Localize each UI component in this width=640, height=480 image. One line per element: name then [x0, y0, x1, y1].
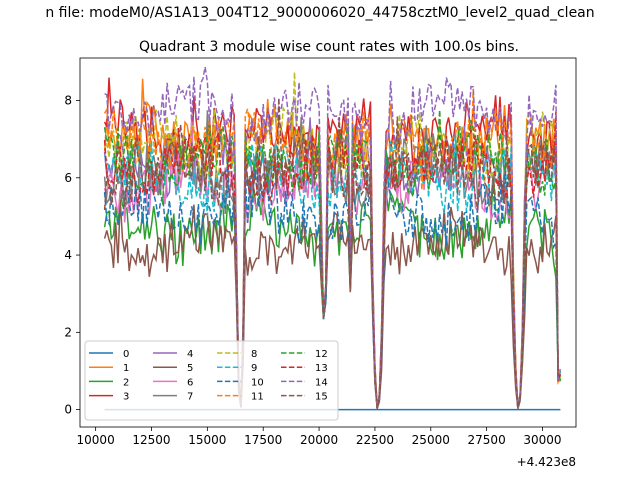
- series-line-12: [103, 109, 562, 409]
- legend-label-0: 0: [123, 349, 129, 360]
- x-tick-label: 22500: [356, 433, 394, 447]
- series-line-13: [103, 111, 562, 409]
- y-axis: 0 2 4 6 8: [64, 94, 80, 417]
- x-tick-label: 10000: [77, 433, 115, 447]
- y-tick-label: 0: [64, 403, 72, 417]
- legend-label-1: 1: [123, 363, 129, 374]
- plot-frame: [79, 57, 577, 428]
- legend-label-2: 2: [123, 377, 129, 388]
- x-tick-label: 27500: [468, 433, 506, 447]
- legend-label-4: 4: [187, 349, 193, 360]
- legend-label-15: 15: [315, 392, 328, 403]
- legend-label-10: 10: [251, 377, 264, 388]
- legend-label-14: 14: [315, 377, 328, 388]
- legend-box: [84, 340, 339, 421]
- x-tick-label: 15000: [188, 433, 226, 447]
- x-axis-offset-label: +4.423e8: [517, 455, 576, 469]
- series-line-14: [104, 66, 562, 409]
- x-tick-label: 30000: [523, 433, 561, 447]
- x-axis: 10000 12500 15000 17500 20000 22500 25000 27500…: [77, 427, 562, 447]
- legend-label-3: 3: [123, 392, 129, 403]
- legend-label-13: 13: [315, 363, 328, 374]
- y-tick-label: 6: [64, 171, 72, 185]
- figure-suptitle: n file: modeM0/AS1A13_004T12_9000006020_…: [45, 5, 594, 21]
- legend-label-8: 8: [251, 349, 257, 360]
- series-layer: [103, 66, 562, 411]
- x-tick-label: 20000: [300, 433, 338, 447]
- legend-label-12: 12: [315, 349, 328, 360]
- legend-label-11: 11: [251, 392, 264, 403]
- x-tick-label: 25000: [412, 433, 450, 447]
- legend-label-6: 6: [187, 377, 193, 388]
- series-line-10: [103, 149, 562, 409]
- y-tick-label: 8: [64, 94, 72, 108]
- y-tick-label: 4: [64, 248, 72, 262]
- legend-label-9: 9: [251, 363, 257, 374]
- legend-label-5: 5: [187, 363, 193, 374]
- series-line-5: [103, 199, 562, 410]
- y-tick-label: 2: [64, 325, 72, 339]
- x-tick-label: 12500: [132, 433, 170, 447]
- legend-label-7: 7: [187, 392, 193, 403]
- series-line-15: [103, 97, 561, 409]
- x-tick-label: 17500: [244, 433, 282, 447]
- chart-title: Quadrant 3 module wise count rates with …: [139, 39, 519, 55]
